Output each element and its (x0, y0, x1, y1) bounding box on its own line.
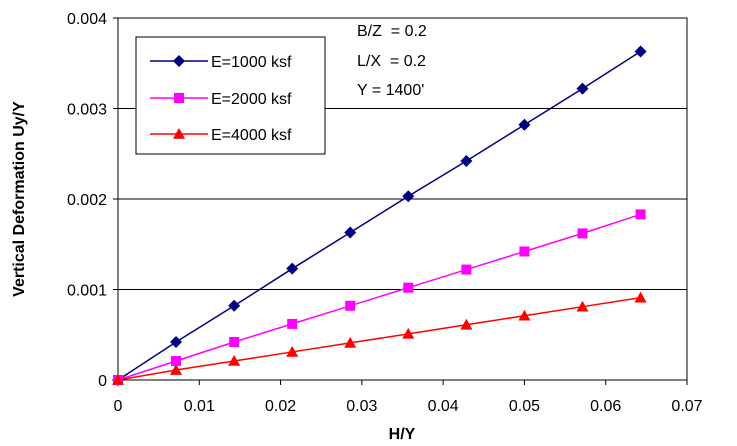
annotation-y: Y = 1400' (357, 82, 424, 99)
series-line (117, 296, 641, 381)
series-2 (113, 209, 646, 385)
x-tick-label: 0.05 (509, 398, 540, 415)
legend: E=1000 ksf E=2000 ksf E=4000 ksf (135, 36, 326, 155)
x-tick-label: 0.07 (671, 398, 702, 415)
data-point (634, 291, 647, 303)
x-tick-label: 0.03 (346, 398, 377, 415)
series-group (112, 45, 647, 386)
y-tick-label: 0.003 (67, 102, 107, 119)
data-point (170, 364, 183, 375)
x-tick-label: 0 (114, 398, 123, 415)
legend-item: E=4000 ksf (150, 127, 292, 144)
data-point (577, 228, 588, 239)
annotation-block: B/Z = 0.2 L/X = 0.2 Y = 1400' (357, 23, 427, 99)
annotation-bz: B/Z = 0.2 (357, 23, 427, 40)
data-point (229, 336, 240, 347)
data-point (228, 354, 241, 366)
data-point (402, 327, 415, 339)
data-point (519, 246, 530, 257)
data-point (635, 209, 646, 220)
data-point (112, 374, 124, 385)
legend-marker (173, 128, 185, 139)
y-tick-label: 0.004 (67, 11, 107, 28)
x-axis-title: H/Y (389, 426, 416, 443)
x-tick-label: 0.02 (265, 398, 296, 415)
data-point (576, 300, 589, 312)
axis-ticks: 0 0.001 0.002 0.003 0.004 0 0.01 0.02 0.03 0.04 0.… (67, 11, 703, 415)
data-point (287, 318, 298, 329)
data-point (170, 335, 183, 348)
x-tick-label: 0.04 (428, 398, 459, 415)
legend-marker (174, 93, 184, 103)
legend-item: E=2000 ksf (150, 91, 292, 108)
series-3 (112, 291, 647, 385)
x-tick-label: 0.01 (184, 398, 215, 415)
data-point (228, 299, 241, 312)
data-point (345, 300, 356, 311)
series-line (117, 50, 641, 381)
legend-items: E=1000 ksf E=2000 ksf E=4000 ksf (150, 54, 292, 144)
legend-item: E=1000 ksf (150, 54, 292, 71)
y-axis-title: Vertical Deformation Uy/Y (11, 101, 28, 297)
data-point (403, 282, 414, 293)
data-point (344, 226, 357, 239)
legend-label: E=1000 ksf (211, 54, 292, 71)
legend-label: E=4000 ksf (211, 127, 292, 144)
series-line (117, 213, 641, 381)
y-tick-label: 0.002 (67, 192, 107, 209)
data-point (518, 118, 531, 131)
annotation-lx: L/X = 0.2 (357, 53, 426, 70)
data-point (286, 262, 299, 275)
data-point (461, 264, 472, 275)
data-point (518, 309, 531, 321)
data-point (286, 345, 299, 357)
data-point (171, 355, 182, 366)
data-point (402, 190, 415, 203)
y-tick-label: 0 (98, 373, 107, 390)
legend-label: E=2000 ksf (211, 91, 292, 108)
data-point (460, 318, 473, 330)
x-tick-label: 0.06 (590, 398, 621, 415)
data-point (344, 336, 357, 348)
data-point (460, 154, 473, 167)
legend-marker (173, 55, 185, 67)
data-point (576, 82, 589, 95)
y-tick-label: 0.001 (67, 283, 107, 300)
data-point (634, 45, 647, 58)
